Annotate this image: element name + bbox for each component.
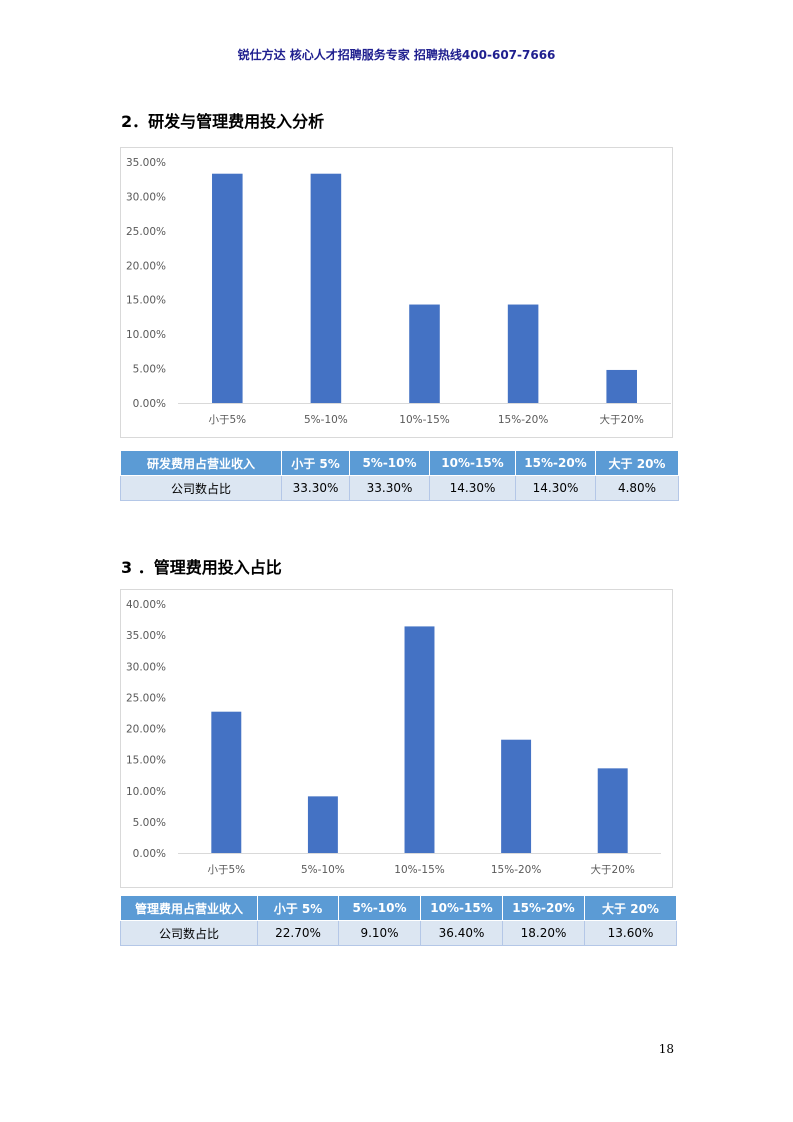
table-header-cell: 15%-20% — [515, 450, 596, 476]
table-cell: 14.30% — [429, 475, 516, 501]
table-header-cell: 15%-20% — [502, 895, 585, 921]
x-tick-label: 10%-15% — [399, 414, 449, 426]
x-tick-label: 15%-20% — [491, 864, 541, 876]
table-row: 公司数占比 33.30% 33.30% 14.30% 14.30% 4.80% — [120, 475, 679, 501]
table-header-cell: 10%-15% — [429, 450, 516, 476]
y-tick-label: 20.00% — [126, 260, 166, 272]
y-tick-label: 0.00% — [133, 848, 166, 860]
y-tick-label: 15.00% — [126, 755, 166, 767]
table-rd-expense: 研发费用占营业收入 小于 5% 5%-10% 10%-15% 15%-20% 大… — [120, 450, 679, 501]
table-cell: 33.30% — [281, 475, 350, 501]
x-tick-label: 5%-10% — [304, 414, 348, 426]
section-title-rd: 2．研发与管理费用投入分析 — [121, 112, 325, 131]
table-mgmt-expense: 管理费用占营业收入 小于 5% 5%-10% 10%-15% 15%-20% 大… — [120, 895, 677, 946]
x-tick-label: 大于20% — [591, 863, 635, 876]
chart-rd-expense: 0.00% 5.00% 10.00% 15.00% 20.00% 25.00% 30.00%… — [120, 147, 673, 438]
y-tick-label: 20.00% — [126, 724, 166, 736]
chart-mgmt-expense: 0.00% 5.00% 10.00% 15.00% 20.00% 25.00% 30.00%… — [120, 589, 673, 888]
bar — [597, 768, 628, 853]
table-header-cell: 5%-10% — [349, 450, 430, 476]
table-header-cell: 管理费用占营业收入 — [120, 895, 258, 921]
table-cell: 公司数占比 — [120, 920, 258, 946]
table-header-row: 管理费用占营业收入 小于 5% 5%-10% 10%-15% 15%-20% 大… — [120, 895, 677, 921]
bar — [507, 304, 539, 403]
bar — [409, 304, 440, 403]
table-row: 公司数占比 22.70% 9.10% 36.40% 18.20% 13.60% — [120, 920, 677, 946]
bar — [404, 626, 435, 853]
section-title-mgmt: 3 ．管理费用投入占比 — [121, 558, 282, 577]
page-header: 锐仕方达 核心人才招聘服务专家 招聘热线400-607-7666 — [237, 48, 556, 62]
y-tick-label: 25.00% — [126, 226, 166, 238]
bar — [606, 369, 637, 403]
x-tick-label: 小于5% — [208, 414, 246, 426]
page-number: 18 — [658, 1042, 674, 1056]
table-cell: 4.80% — [595, 475, 679, 501]
y-tick-label: 40.00% — [126, 599, 166, 611]
table-cell: 22.70% — [257, 920, 339, 946]
y-tick-label: 5.00% — [133, 364, 166, 376]
table-header-cell: 研发费用占营业收入 — [120, 450, 282, 476]
x-tick-label: 5%-10% — [301, 864, 345, 876]
table-header-cell: 10%-15% — [420, 895, 503, 921]
y-tick-label: 5.00% — [133, 817, 166, 829]
chart-mgmt-svg: 0.00% 5.00% 10.00% 15.00% 20.00% 25.00% 30.00%… — [126, 599, 661, 876]
x-tick-label: 小于5% — [207, 864, 245, 876]
table-cell: 33.30% — [349, 475, 430, 501]
y-tick-label: 35.00% — [126, 630, 166, 642]
table-cell: 13.60% — [584, 920, 677, 946]
table-header-cell: 小于 5% — [257, 895, 339, 921]
y-tick-label: 15.00% — [126, 295, 166, 307]
table-cell: 公司数占比 — [120, 475, 282, 501]
y-tick-label: 30.00% — [126, 661, 166, 673]
x-tick-label: 15%-20% — [498, 414, 548, 426]
table-header-cell: 5%-10% — [338, 895, 421, 921]
bar — [501, 739, 532, 853]
table-cell: 18.20% — [502, 920, 585, 946]
y-tick-label: 0.00% — [133, 398, 166, 410]
x-tick-label: 10%-15% — [394, 864, 444, 876]
bar — [211, 711, 242, 853]
bar — [310, 173, 342, 403]
bar — [307, 796, 338, 853]
chart-rd-svg: 0.00% 5.00% 10.00% 15.00% 20.00% 25.00% 30.00%… — [126, 157, 671, 426]
table-header-cell: 大于 20% — [595, 450, 679, 476]
bar — [212, 173, 243, 403]
y-tick-label: 10.00% — [126, 786, 166, 798]
x-tick-label: 大于20% — [600, 413, 644, 426]
table-cell: 9.10% — [338, 920, 421, 946]
y-tick-label: 35.00% — [126, 157, 166, 169]
y-tick-label: 30.00% — [126, 191, 166, 203]
table-header-row: 研发费用占营业收入 小于 5% 5%-10% 10%-15% 15%-20% 大… — [120, 450, 679, 476]
table-cell: 36.40% — [420, 920, 503, 946]
y-tick-label: 10.00% — [126, 329, 166, 341]
table-header-cell: 小于 5% — [281, 450, 350, 476]
table-cell: 14.30% — [515, 475, 596, 501]
y-tick-label: 25.00% — [126, 692, 166, 704]
table-header-cell: 大于 20% — [584, 895, 677, 921]
